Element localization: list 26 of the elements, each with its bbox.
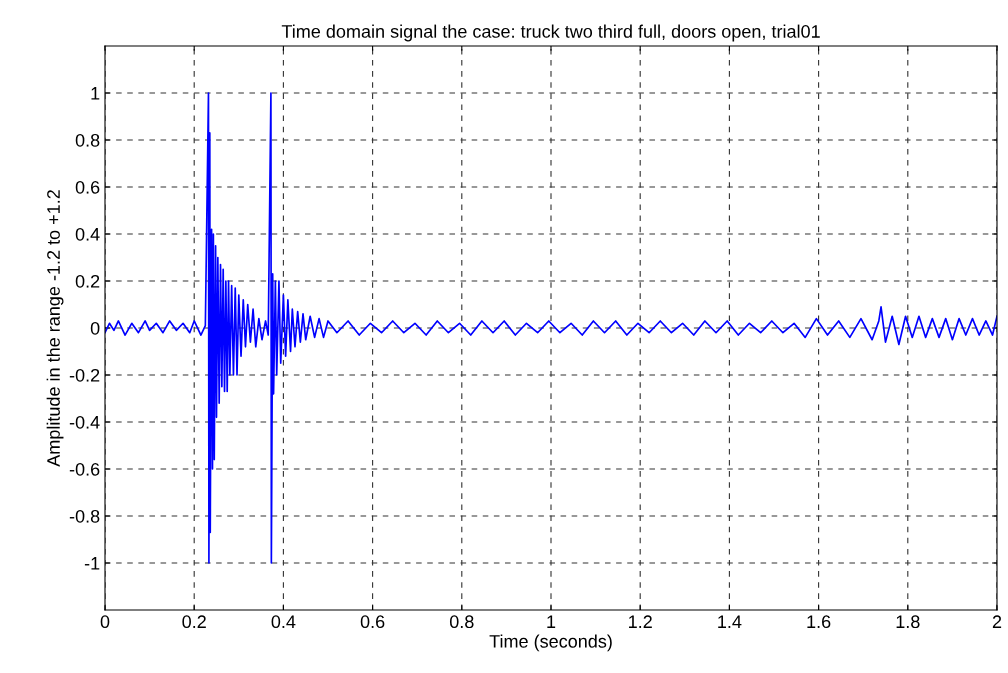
y-tick-label: 0.4 bbox=[75, 227, 100, 241]
line-series bbox=[105, 92, 997, 564]
x-tick-label: 1.8 bbox=[896, 615, 920, 629]
y-tick-label: 0 bbox=[90, 321, 100, 335]
y-tick-label: -0.4 bbox=[69, 415, 100, 429]
y-tick-label: 0.2 bbox=[75, 274, 100, 288]
y-tick-label: 1 bbox=[91, 87, 100, 100]
x-axis-title: Time (seconds) bbox=[489, 634, 612, 652]
x-tick-label: 0 bbox=[100, 615, 110, 629]
x-tick-label: 0.6 bbox=[360, 615, 385, 629]
x-tick-label: 1.4 bbox=[718, 615, 742, 628]
x-tick-label: 1.2 bbox=[629, 615, 652, 628]
y-axis-title: Amplitude in the range -1.2 to +1.2 bbox=[46, 190, 64, 467]
y-tick-label: 0.8 bbox=[75, 133, 100, 147]
y-tick-label: -0.6 bbox=[69, 462, 100, 476]
chart-title: Time domain signal the case: truck two third full, doors open, trial01 bbox=[281, 24, 820, 42]
x-tick-label: 1.6 bbox=[807, 615, 831, 629]
x-tick-label: 1 bbox=[547, 615, 556, 628]
y-tick-label: -1 bbox=[84, 557, 100, 570]
x-tick-label: 0.8 bbox=[449, 615, 474, 629]
x-tick-label: 0.4 bbox=[271, 615, 296, 629]
y-tick-label: -0.2 bbox=[69, 368, 100, 382]
y-tick-label: 0.6 bbox=[75, 180, 100, 194]
x-tick-label: 0.2 bbox=[182, 615, 206, 629]
x-tick-label: 2 bbox=[992, 615, 1002, 628]
y-tick-label: -0.8 bbox=[69, 509, 100, 523]
